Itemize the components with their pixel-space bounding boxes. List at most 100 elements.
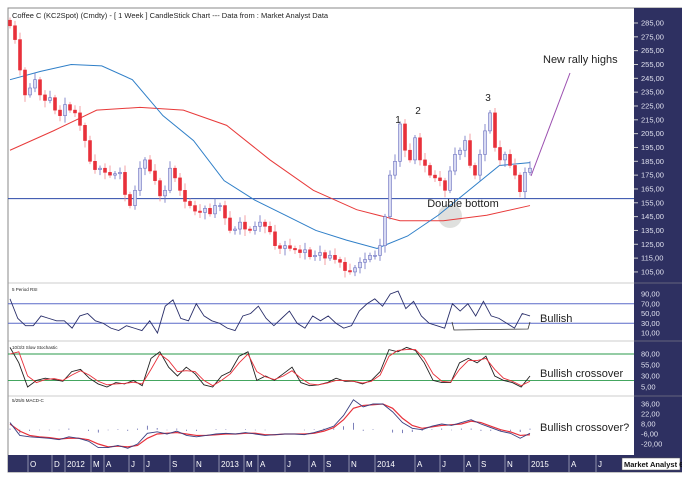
candle-up — [453, 154, 457, 172]
candle-down — [208, 208, 212, 215]
candle-up — [378, 245, 382, 256]
candle-down — [403, 123, 407, 151]
candle-up — [138, 167, 142, 191]
candle-down — [93, 161, 97, 170]
candle-down — [153, 170, 157, 181]
date-label: S — [172, 460, 177, 469]
date-label: A — [466, 460, 472, 469]
candle-down — [473, 165, 477, 176]
candle-up — [98, 167, 102, 170]
candle-down — [148, 159, 152, 172]
candle-up — [303, 249, 307, 253]
date-label: A — [106, 460, 112, 469]
stochastic-tick-label: 55,00 — [641, 361, 660, 370]
y-tick-label: 265,00 — [641, 46, 664, 55]
candle-up — [488, 112, 492, 132]
rsi-line — [9, 290, 531, 335]
candle-down — [293, 248, 297, 251]
candle-down — [198, 210, 202, 213]
candle-up — [483, 130, 487, 155]
candle-up — [118, 172, 122, 175]
candle-up — [528, 167, 532, 173]
date-label: J — [442, 460, 446, 469]
candle-down — [228, 217, 232, 231]
candle-up — [168, 167, 172, 191]
candle-down — [438, 177, 442, 181]
annotation-stochastic-crossover: Bullish crossover — [540, 368, 623, 380]
candle-up — [203, 208, 207, 213]
y-tick-label: 235,00 — [641, 88, 664, 97]
candle-down — [248, 228, 252, 231]
candle-down — [8, 19, 12, 27]
y-tick-label: 165,00 — [641, 184, 664, 193]
candle-down — [418, 137, 422, 161]
y-tick-label: 135,00 — [641, 226, 664, 235]
macd-line — [9, 399, 531, 449]
candle-up — [143, 159, 147, 169]
brand-box — [621, 457, 681, 471]
candle-down — [333, 255, 337, 260]
candle-down — [408, 149, 412, 161]
candle-down — [518, 174, 522, 193]
date-label: N — [507, 460, 513, 469]
chart-title: Coffee C (KC2Spot) (Cmdty) - [ 1 Week ] … — [12, 11, 329, 20]
price-axis-panel — [634, 8, 682, 455]
date-label: J — [131, 460, 135, 469]
candle-down — [513, 165, 517, 176]
candle-up — [258, 221, 262, 227]
candle-down — [23, 69, 27, 96]
candle-down — [43, 94, 47, 101]
candle-up — [393, 161, 397, 176]
candle-up — [358, 261, 362, 269]
macd-label: 5/25/5 MACD-C — [12, 398, 45, 403]
candle-down — [78, 112, 82, 126]
candle-up — [213, 205, 217, 215]
candle-down — [428, 165, 432, 176]
y-tick-label: 245,00 — [641, 74, 664, 83]
candle-down — [343, 261, 347, 271]
candle-down — [273, 231, 277, 246]
date-label: D — [54, 460, 60, 469]
y-tick-label: 215,00 — [641, 115, 664, 124]
candle-up — [113, 173, 117, 176]
candle-down — [308, 249, 312, 258]
candle-down — [178, 177, 182, 191]
candle-up — [33, 79, 37, 89]
candle-down — [73, 109, 77, 114]
y-tick-label: 195,00 — [641, 143, 664, 152]
moving-average-slow — [9, 106, 531, 222]
candle-up — [383, 216, 387, 246]
stochastic-tick-label: 30,00 — [641, 372, 660, 381]
candle-up — [238, 221, 242, 230]
annotation-macd-crossover: Bullish crossover? — [540, 422, 629, 434]
candle-down — [268, 226, 272, 233]
candle-down — [338, 259, 342, 263]
candle-down — [348, 270, 352, 273]
candle-down — [493, 112, 497, 148]
candle-up — [163, 190, 167, 197]
candle-down — [298, 249, 302, 253]
candle-up — [353, 267, 357, 273]
candle-down — [123, 172, 127, 195]
candle-up — [388, 174, 392, 217]
date-label: J — [287, 460, 291, 469]
annotation-peak-2: 2 — [415, 106, 421, 117]
y-tick-label: 175,00 — [641, 171, 664, 180]
rsi-trendline — [451, 321, 531, 331]
rsi-tick-label: 30,00 — [641, 319, 660, 328]
candle-up — [283, 245, 287, 249]
y-tick-label: 285,00 — [641, 19, 664, 28]
candle-down — [263, 221, 267, 227]
candle-up — [448, 170, 452, 191]
candle-down — [323, 252, 327, 259]
candle-up — [218, 205, 222, 207]
moving-average-fast — [9, 63, 531, 249]
candle-down — [173, 167, 177, 179]
brand-label: Market Analyst 6 — [624, 460, 682, 469]
candle-down — [193, 205, 197, 212]
candle-up — [523, 172, 527, 193]
candle-up — [313, 255, 317, 258]
candle-up — [478, 154, 482, 176]
date-label: 2015 — [531, 460, 549, 469]
